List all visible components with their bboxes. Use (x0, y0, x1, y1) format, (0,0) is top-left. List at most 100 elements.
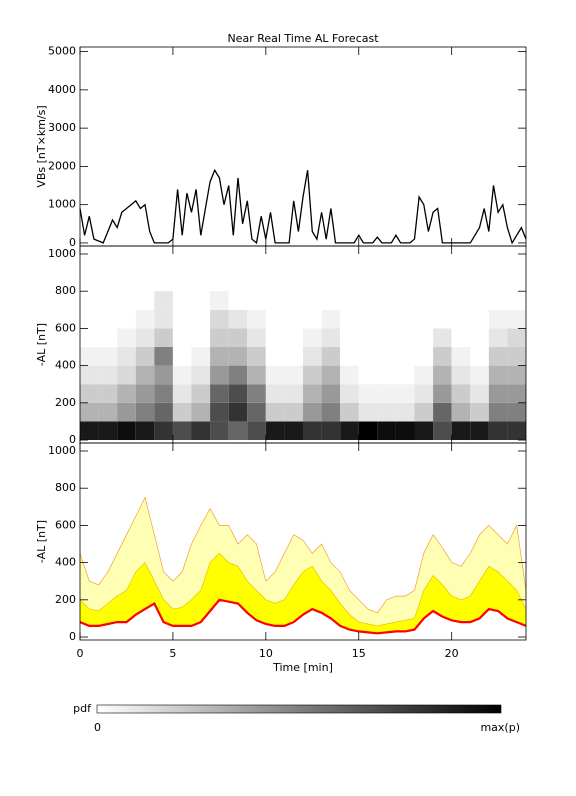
pdf-cell (395, 384, 415, 403)
pdf-cell (358, 291, 378, 310)
pdf-cell (358, 402, 378, 422)
pdf-cell (303, 328, 322, 348)
pdf-cell (414, 291, 434, 310)
pdf-cell (340, 365, 359, 385)
y-tick-label: 400 (55, 556, 76, 569)
y-tick-label: 800 (55, 481, 76, 494)
y-tick-label: 4000 (48, 83, 76, 96)
pdf-cell (488, 384, 508, 403)
pdf-cell (247, 347, 266, 366)
pdf-cell (507, 384, 526, 403)
pdf-cell (191, 402, 211, 422)
pdf-cell (414, 328, 434, 348)
pdf-cell (154, 384, 173, 403)
colorbar (96, 704, 502, 714)
pdf-cell (228, 402, 248, 422)
pdf-cell (433, 309, 452, 329)
pdf-cell (303, 365, 322, 385)
pdf-cell (451, 365, 471, 385)
pdf-cell (414, 347, 434, 366)
pdf-cell (228, 365, 248, 385)
pdf-cell (228, 384, 248, 403)
y-tick-label: 3000 (48, 121, 76, 134)
y-tick-label: 0 (69, 236, 76, 249)
pdf-cell (210, 384, 229, 403)
pdf-cell (414, 402, 434, 422)
pdf-cell (433, 291, 452, 310)
pdf-cell (135, 421, 155, 441)
pdf-cell (470, 421, 489, 441)
pdf-cell (451, 421, 471, 441)
pdf-cell (172, 402, 192, 422)
pdf-cell (507, 402, 526, 422)
y-axis-label: -AL [nT] (35, 520, 48, 563)
pdf-cell (507, 421, 526, 441)
y-tick-label: 0 (69, 630, 76, 643)
colorbar-max: max(p) (480, 721, 520, 734)
pdf-cell (247, 402, 266, 422)
pdf-cell (395, 347, 415, 366)
y-tick-label: 400 (55, 359, 76, 372)
pdf-cell (172, 328, 192, 348)
pdf-cell (284, 365, 303, 385)
data-line (79, 168, 527, 245)
pdf-cell (284, 384, 303, 403)
band-edge (79, 552, 527, 627)
pdf-cell (284, 328, 303, 348)
pdf-cell (191, 347, 211, 366)
pdf-cell (284, 421, 303, 441)
pdf-cell (488, 365, 508, 385)
pdf-cell (303, 291, 322, 310)
pdf-cell (451, 347, 471, 366)
pdf-cell (117, 347, 136, 366)
pdf-cell (507, 309, 526, 329)
pdf-cell (265, 402, 285, 422)
pdf-cell (488, 347, 508, 366)
pdf-cell (228, 347, 248, 366)
pdf-cell (135, 384, 155, 403)
pdf-cell (377, 347, 396, 366)
pdf-cell (358, 347, 378, 366)
plot-frame (79, 442, 527, 641)
pdf-cell (358, 365, 378, 385)
pdf-cell (303, 347, 322, 366)
x-tick-label: 5 (169, 647, 176, 660)
pdf-cell (470, 402, 489, 422)
pdf-cell (340, 291, 359, 310)
pdf-cell (172, 291, 192, 310)
pdf-cell (247, 328, 266, 348)
pdf-cell (154, 421, 173, 441)
pdf-cell (135, 309, 155, 329)
pdf-cell (98, 309, 118, 329)
pdf-cell (507, 365, 526, 385)
pdf-cell (303, 421, 322, 441)
pdf-cell (451, 384, 471, 403)
pdf-cell (377, 291, 396, 310)
pdf-cell (284, 347, 303, 366)
pdf-cell (433, 328, 452, 348)
pdf-cell (247, 291, 266, 310)
pdf-cell (135, 365, 155, 385)
pdf-cell (135, 402, 155, 422)
pdf-cell (451, 309, 471, 329)
pdf-cell (321, 328, 341, 348)
y-tick-label: 1000 (48, 247, 76, 260)
pdf-cell (98, 328, 118, 348)
pdf-cell (395, 365, 415, 385)
pdf-cell (98, 291, 118, 310)
pdf-cell (98, 365, 118, 385)
pdf-cell (265, 347, 285, 366)
pdf-cell (433, 347, 452, 366)
pdf-cell (191, 421, 211, 441)
pdf-cell (80, 328, 99, 348)
pdf-cell (191, 328, 211, 348)
pdf-cell (191, 309, 211, 329)
pdf-cell (172, 384, 192, 403)
pdf-cell (470, 384, 489, 403)
pdf-cell (358, 328, 378, 348)
y-tick-label: 800 (55, 284, 76, 297)
pdf-cell (154, 291, 173, 310)
pdf-cell (135, 347, 155, 366)
pdf-cell (117, 384, 136, 403)
pdf-cell (247, 421, 266, 441)
